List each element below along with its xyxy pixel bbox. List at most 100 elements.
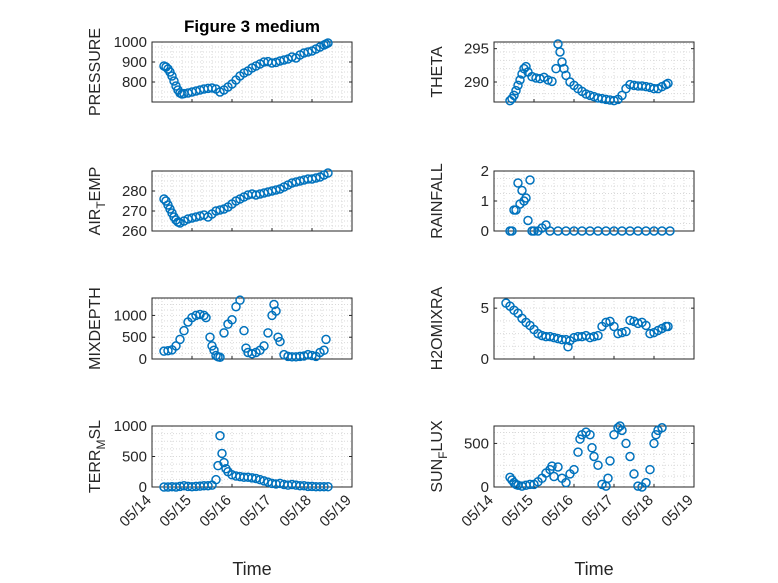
- data-point: [629, 469, 639, 479]
- data-point: [547, 76, 557, 87]
- x-axis-label: Time: [232, 559, 271, 579]
- y-axis-label: TERRMSL: [87, 420, 108, 493]
- y-axis-label: MIXDEPTH: [87, 287, 104, 370]
- y-axis-label-subscript: T: [94, 201, 108, 209]
- data-point: [513, 178, 523, 188]
- data-point: [235, 295, 245, 305]
- x-tick-label: 05/16: [538, 492, 577, 531]
- data-point: [319, 345, 329, 356]
- data-point: [569, 464, 579, 475]
- data-point: [167, 71, 177, 81]
- data-point: [523, 215, 533, 226]
- data-point: [641, 477, 651, 488]
- subplot-5: 0 500 1000 MIXDEPTH: [87, 287, 353, 370]
- data-point: [207, 341, 217, 351]
- y-axis-label-main: THETA: [429, 46, 446, 98]
- data-point: [605, 456, 615, 466]
- subplot-8: 0 500 05/14 05/15 05/16 05/17 05/18 05/19 SUNFLU…: [429, 420, 697, 579]
- data-point: [207, 83, 217, 93]
- y-axis-label: H2OMIXRA: [429, 286, 446, 370]
- data-point: [615, 421, 625, 431]
- data-point: [175, 334, 185, 345]
- data-point: [561, 477, 571, 488]
- data-point: [587, 443, 597, 453]
- data-point: [215, 352, 225, 363]
- data-point: [633, 481, 643, 491]
- data-point: [227, 315, 237, 325]
- data-point: [543, 75, 553, 85]
- data-point: [271, 185, 281, 195]
- data-point: [525, 175, 535, 185]
- data-point: [279, 55, 289, 65]
- y-axis-label: PRESSURE: [87, 28, 104, 116]
- data-point: [557, 57, 567, 67]
- data-point: [311, 173, 321, 183]
- data-point: [585, 429, 595, 440]
- x-axis-label: Time: [574, 559, 613, 579]
- subplot-7: 0 500 1000 05/14 05/15 05/16 05/17 05/18 05/19 TE…: [87, 418, 355, 579]
- y-axis-label: SUNFLUX: [429, 420, 450, 493]
- data-point: [553, 462, 563, 472]
- y-axis-label-main: H2OMIXRA: [429, 286, 446, 370]
- data-point: [513, 80, 523, 91]
- data-point: [215, 205, 225, 215]
- data-point: [593, 460, 603, 470]
- data-point: [575, 434, 585, 444]
- axes-box: [151, 41, 353, 103]
- data-point: [603, 473, 613, 484]
- y-axis-label-main: RAINFALL: [429, 163, 446, 239]
- y-axis-label-tail: LUX: [429, 420, 446, 451]
- y-tick-label: 5: [481, 300, 489, 317]
- y-tick-label: 1000: [114, 307, 147, 324]
- data-point: [323, 38, 333, 48]
- y-axis-label-subscript: F: [436, 452, 450, 459]
- y-axis-label: AIRTEMP: [87, 167, 108, 236]
- y-tick-label: 0: [481, 351, 489, 368]
- data-point: [521, 61, 531, 72]
- data-point: [509, 90, 519, 101]
- data-point: [273, 332, 283, 342]
- data-point: [645, 464, 655, 475]
- data-point: [201, 312, 211, 323]
- data-point: [271, 306, 281, 316]
- y-tick-label: 0: [481, 223, 489, 240]
- subplot-2: 290 295 THETA: [429, 39, 695, 106]
- axes-box: [151, 297, 353, 360]
- data-point: [625, 315, 635, 326]
- data-point: [203, 481, 213, 491]
- data-point: [585, 90, 595, 101]
- y-tick-label: 500: [122, 449, 147, 466]
- axes-box: [151, 170, 353, 232]
- data-point: [323, 168, 333, 178]
- data-point: [651, 429, 661, 440]
- data-point: [199, 310, 209, 321]
- y-axis-label-tail: SL: [87, 420, 104, 440]
- data-point: [617, 425, 627, 436]
- subplot-1: 800 900 1000 PRESSURE Figure 3 medium: [87, 17, 353, 116]
- data-point: [529, 226, 539, 236]
- axes-box: [493, 41, 695, 103]
- y-axis-label: THETA: [429, 46, 446, 98]
- data-point: [649, 438, 659, 449]
- data-point: [211, 474, 221, 485]
- axes-box: [493, 425, 695, 488]
- x-tick-label: 05/19: [316, 492, 355, 531]
- data-point: [263, 328, 273, 338]
- data-point: [517, 69, 527, 79]
- y-axis-label-main: AIR: [87, 209, 104, 236]
- y-axis-label-main: SUN: [429, 459, 446, 493]
- data-point: [661, 79, 671, 90]
- y-tick-label: 500: [464, 435, 489, 452]
- data-point: [321, 334, 331, 345]
- data-point: [217, 448, 227, 459]
- y-tick-label: 800: [122, 74, 147, 91]
- data-point: [515, 75, 525, 85]
- data-point: [589, 451, 599, 462]
- data-point: [507, 226, 517, 236]
- data-point: [163, 345, 173, 356]
- y-axis-label-main: MIXDEPTH: [87, 287, 104, 370]
- y-tick-label: 900: [122, 54, 147, 71]
- y-tick-label: 260: [122, 223, 147, 240]
- x-tick-label: 05/15: [498, 492, 537, 531]
- y-tick-label: 295: [464, 41, 489, 58]
